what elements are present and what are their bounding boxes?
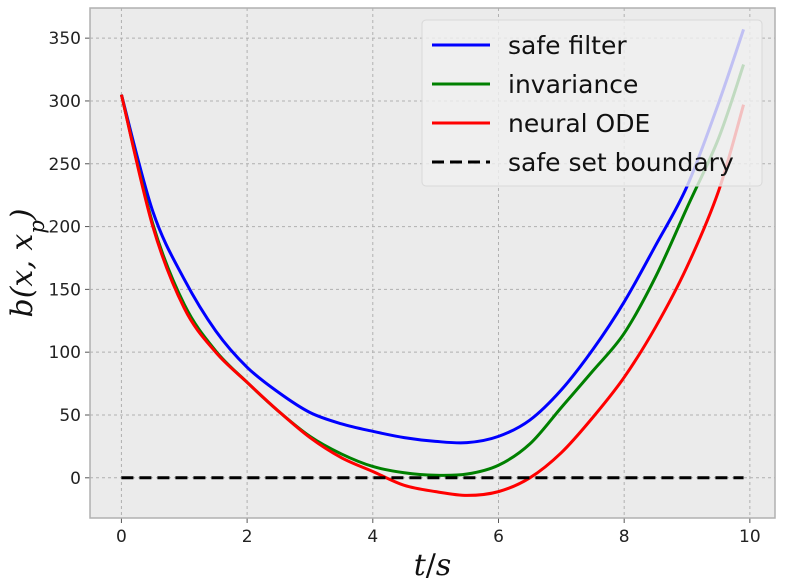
y-tick-label: 250 [49, 155, 81, 175]
x-tick-label: 8 [619, 527, 630, 547]
legend: safe filter invariance neural ODE safe set … [421, 19, 763, 187]
y-tick-label: 0 [70, 469, 81, 489]
legend-box [421, 19, 763, 187]
safe-filter-line [119, 28, 745, 445]
neural-ode-line [119, 94, 746, 497]
legend-label-neural-ode: neural ODE [508, 109, 650, 138]
x-tick-label: 2 [242, 527, 253, 547]
y-tick-label: 300 [49, 92, 81, 112]
y-tick-label: 350 [49, 29, 81, 49]
legend-label-safe-set-boundary: safe set boundary [508, 148, 734, 177]
legend-label-safe-filter: safe filter [508, 31, 627, 60]
x-tick-label: 4 [367, 527, 378, 547]
y-tick-label: 150 [49, 280, 81, 300]
x-axis-label: t/s [414, 548, 452, 583]
y-tick-label: 200 [49, 218, 81, 238]
x-tick-label: 10 [739, 527, 761, 547]
y-tick-label: 100 [49, 343, 81, 363]
y-axis-label: b(x, xp) [5, 209, 49, 318]
x-tick-label: 0 [116, 527, 127, 547]
plot-frame [89, 7, 776, 519]
y-tick-label: 50 [59, 406, 81, 426]
legend-label-invariance: invariance [508, 70, 638, 99]
x-tick-label: 6 [493, 527, 504, 547]
series-lines [119, 28, 746, 497]
